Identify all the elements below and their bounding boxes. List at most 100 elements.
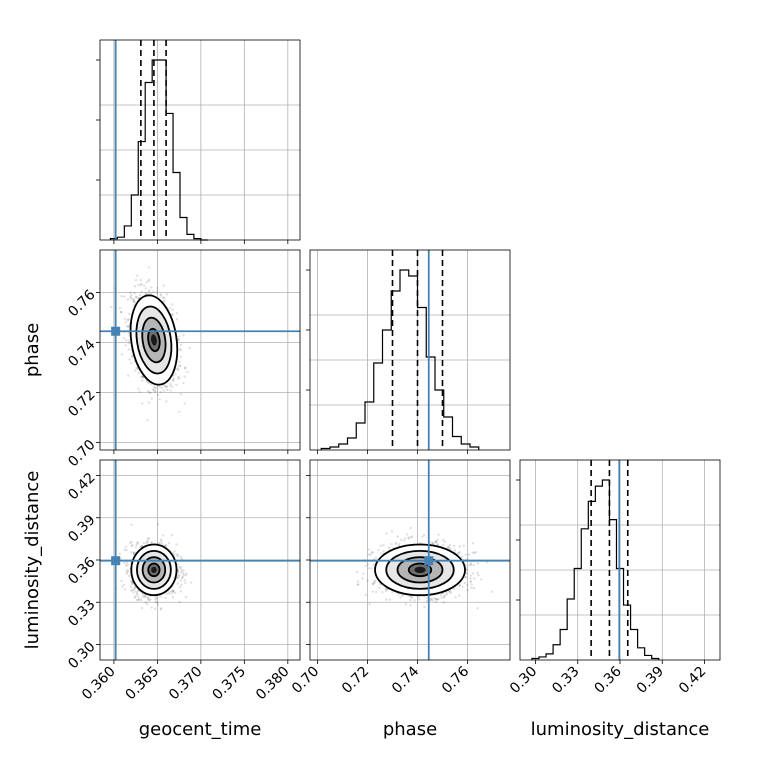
contour-line — [396, 556, 444, 584]
sample-point — [461, 555, 464, 558]
sample-point — [155, 597, 158, 600]
sample-point — [163, 300, 166, 303]
sample-point — [129, 541, 132, 545]
sample-point — [155, 291, 159, 295]
sample-point — [454, 596, 457, 599]
sample-point — [409, 598, 412, 602]
sample-point — [159, 294, 163, 297]
sample-point — [135, 274, 139, 277]
sample-point — [130, 579, 133, 583]
sample-point — [154, 390, 157, 393]
sample-point — [136, 592, 139, 595]
sample-point — [119, 310, 123, 314]
sample-point — [182, 569, 185, 572]
sample-point — [131, 591, 135, 594]
y-tick-label-phase: 0.70 — [65, 437, 98, 470]
sample-point — [133, 586, 137, 589]
sample-point — [148, 289, 151, 292]
sample-point — [369, 553, 372, 556]
sample-point — [417, 598, 421, 601]
contour-line — [135, 305, 173, 375]
sample-point — [162, 296, 166, 300]
contour-line — [136, 549, 172, 590]
sample-point — [435, 597, 438, 601]
sample-point — [472, 563, 475, 567]
sample-point — [134, 595, 137, 598]
sample-point — [164, 596, 167, 600]
sample-point — [120, 295, 123, 298]
sample-point — [138, 390, 141, 394]
sample-point — [385, 587, 388, 591]
sample-point — [177, 339, 180, 342]
sample-point — [176, 571, 180, 574]
x-tick-label-geocent_time: 0.375 — [210, 664, 250, 704]
x-tick-label-phase: 0.74 — [389, 663, 422, 696]
sample-point — [367, 548, 371, 551]
sample-point — [135, 598, 139, 602]
sample-point — [178, 410, 181, 413]
sample-point — [443, 596, 446, 599]
sample-point — [170, 534, 174, 537]
sample-point — [139, 545, 142, 549]
sample-point — [435, 541, 438, 544]
sample-point — [159, 607, 163, 610]
sample-point — [429, 598, 433, 601]
sample-point — [129, 293, 133, 297]
sample-point — [129, 296, 133, 299]
sample-point — [150, 292, 153, 295]
sample-point — [471, 542, 475, 545]
x-tick-label-luminosity_distance: 0.33 — [549, 664, 582, 697]
sample-point — [382, 550, 385, 553]
sample-point — [140, 375, 143, 379]
x-tick-label-phase: 0.72 — [339, 664, 372, 697]
sample-point — [463, 581, 467, 585]
sample-point — [151, 388, 155, 391]
sample-point — [144, 601, 148, 604]
sample-point — [177, 335, 181, 338]
sample-point — [178, 600, 181, 604]
sample-point — [146, 597, 150, 600]
sample-point — [476, 571, 479, 575]
sample-point — [130, 589, 133, 592]
sample-point — [146, 389, 150, 393]
panel-frame — [99, 249, 301, 451]
sample-point — [148, 391, 151, 394]
sample-point — [186, 370, 189, 374]
sample-point — [442, 595, 446, 598]
sample-point — [135, 295, 138, 299]
contour-line — [141, 556, 167, 584]
sample-point — [434, 540, 438, 543]
sample-point — [465, 571, 468, 575]
sample-point — [137, 283, 140, 287]
sample-point — [154, 387, 158, 390]
sample-point — [164, 543, 168, 547]
sample-point — [159, 538, 163, 541]
y-tick-label-luminosity_distance: 0.42 — [65, 470, 98, 503]
sample-point — [399, 596, 402, 599]
sample-point — [177, 566, 181, 569]
sample-point — [179, 578, 182, 582]
y-tick-label-luminosity_distance: 0.39 — [65, 512, 98, 545]
sample-point — [129, 291, 132, 294]
sample-point — [131, 582, 134, 585]
sample-point — [469, 562, 473, 565]
sample-point — [153, 386, 156, 389]
sample-point — [145, 541, 148, 545]
sample-point — [141, 596, 144, 599]
sample-point — [178, 376, 181, 380]
sample-point — [171, 589, 175, 592]
sample-point — [147, 537, 150, 540]
sample-point — [139, 598, 143, 602]
x-tick-label-geocent_time: 0.380 — [253, 664, 293, 704]
sample-point — [357, 583, 360, 586]
sample-point — [183, 367, 187, 370]
histogram-step — [109, 59, 208, 241]
sample-point — [175, 383, 178, 387]
sample-point — [465, 568, 468, 571]
sample-point — [409, 526, 412, 530]
sample-point — [169, 384, 172, 388]
sample-point — [442, 601, 445, 604]
sample-point — [372, 582, 375, 586]
sample-point — [442, 538, 445, 542]
sample-point — [477, 573, 480, 577]
